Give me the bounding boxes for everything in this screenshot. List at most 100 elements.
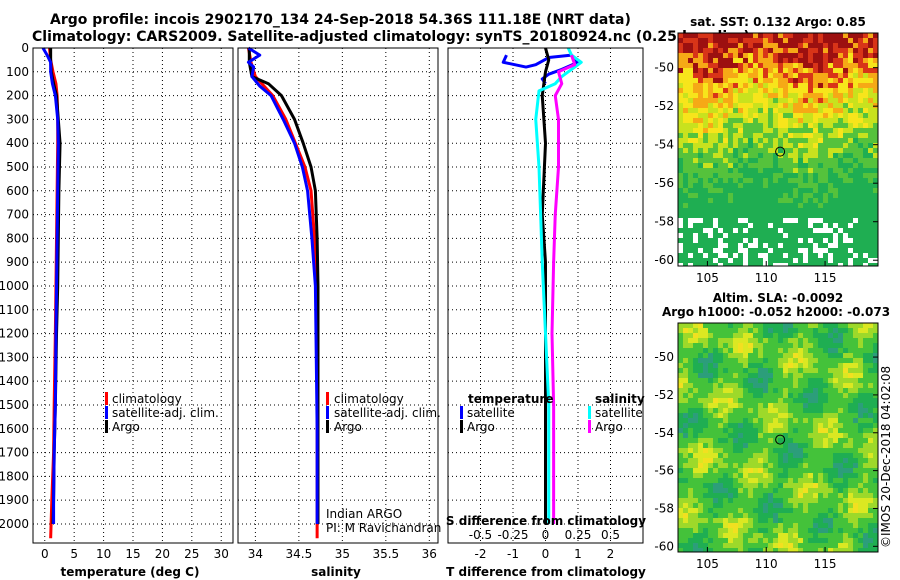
map-cell — [728, 143, 734, 149]
map-cell — [863, 378, 869, 384]
map-cell — [778, 198, 784, 204]
x-tick-label: 2 — [607, 547, 615, 561]
map-cell — [863, 98, 869, 104]
map-cell — [728, 443, 734, 449]
map-cell — [773, 58, 779, 64]
map-cell — [713, 163, 719, 169]
map-cell — [738, 183, 744, 189]
map-cell — [833, 428, 839, 434]
map-cell — [798, 328, 804, 334]
map-cell — [698, 108, 704, 114]
map-cell — [708, 453, 714, 459]
map-cell — [793, 488, 799, 494]
map-cell — [713, 468, 719, 474]
map-cell — [738, 163, 744, 169]
map-cell — [753, 493, 759, 499]
map-cell — [763, 428, 769, 434]
map-cell — [788, 473, 794, 479]
t-difference-xlabel: T difference from climatology — [446, 565, 646, 579]
map-cell — [728, 513, 734, 519]
map-cell — [788, 518, 794, 524]
map-cell — [753, 263, 759, 266]
map-cell — [698, 438, 704, 444]
map-cell — [778, 78, 784, 84]
map-cell — [718, 88, 724, 94]
map-cell — [743, 238, 748, 243]
map-cell — [743, 218, 748, 223]
map-cell — [833, 113, 839, 119]
map-cell — [693, 533, 699, 539]
map-cell — [823, 88, 829, 94]
map-cell — [768, 418, 774, 424]
map-cell — [683, 63, 689, 69]
map-cell — [823, 443, 829, 449]
map-cell — [768, 358, 774, 364]
map-cell — [848, 353, 854, 359]
map-cell — [723, 33, 729, 39]
map-cell — [758, 498, 764, 504]
map-cell — [698, 383, 704, 389]
map-cell — [753, 448, 759, 454]
map-cell — [858, 433, 864, 439]
map-cell — [753, 168, 759, 174]
map-cell — [738, 493, 744, 499]
map-cell — [748, 263, 754, 266]
map-cell — [773, 393, 779, 399]
map-cell — [693, 448, 699, 454]
map-cell — [783, 93, 789, 99]
map-cell — [873, 183, 878, 189]
map-cell — [708, 263, 714, 266]
map-cell — [793, 418, 799, 424]
map-cell — [688, 73, 694, 79]
map-cell — [798, 423, 804, 429]
map-cell — [853, 378, 859, 384]
map-cell — [698, 43, 704, 49]
map-cell — [753, 53, 759, 59]
map-cell — [688, 343, 694, 349]
map-cell — [813, 38, 819, 44]
map-cell — [753, 258, 759, 264]
map-cell — [818, 198, 824, 204]
map-cell — [768, 113, 774, 119]
map-cell — [758, 158, 764, 164]
map-cell — [848, 413, 854, 419]
map-cell — [678, 468, 684, 474]
map-cell — [733, 223, 739, 229]
map-cell — [678, 208, 684, 214]
map-cell — [823, 158, 829, 164]
map-cell — [788, 528, 794, 534]
map-cell — [743, 448, 749, 454]
map-cell — [828, 98, 834, 104]
map-cell — [848, 143, 854, 149]
map-cell — [853, 398, 859, 404]
map-cell — [843, 253, 849, 259]
map-cell — [778, 393, 784, 399]
map-cell — [718, 398, 724, 404]
map-cell — [708, 93, 714, 99]
map-cell — [833, 323, 839, 329]
map-cell — [778, 543, 784, 549]
map-cell — [773, 253, 779, 259]
map-cell — [723, 513, 729, 519]
map-cell — [853, 518, 859, 524]
map-cell — [683, 528, 689, 534]
map-cell — [753, 443, 759, 449]
map-cell — [838, 408, 844, 414]
map-cell — [798, 433, 804, 439]
map-cell — [863, 123, 869, 129]
map-cell — [693, 543, 699, 549]
map-cell — [873, 243, 878, 249]
map-cell — [683, 58, 689, 64]
map-cell — [773, 448, 779, 454]
map-cell — [793, 478, 799, 484]
map-cell — [738, 263, 744, 266]
map-cell — [703, 348, 709, 354]
map-cell — [798, 258, 804, 264]
legend-label-t-argo: Argo — [467, 420, 495, 434]
map-cell — [848, 48, 854, 54]
map-cell — [743, 78, 749, 84]
map-cell — [698, 333, 704, 339]
map-cell — [693, 68, 699, 74]
map-cell — [708, 108, 714, 114]
map-cell — [838, 53, 844, 59]
